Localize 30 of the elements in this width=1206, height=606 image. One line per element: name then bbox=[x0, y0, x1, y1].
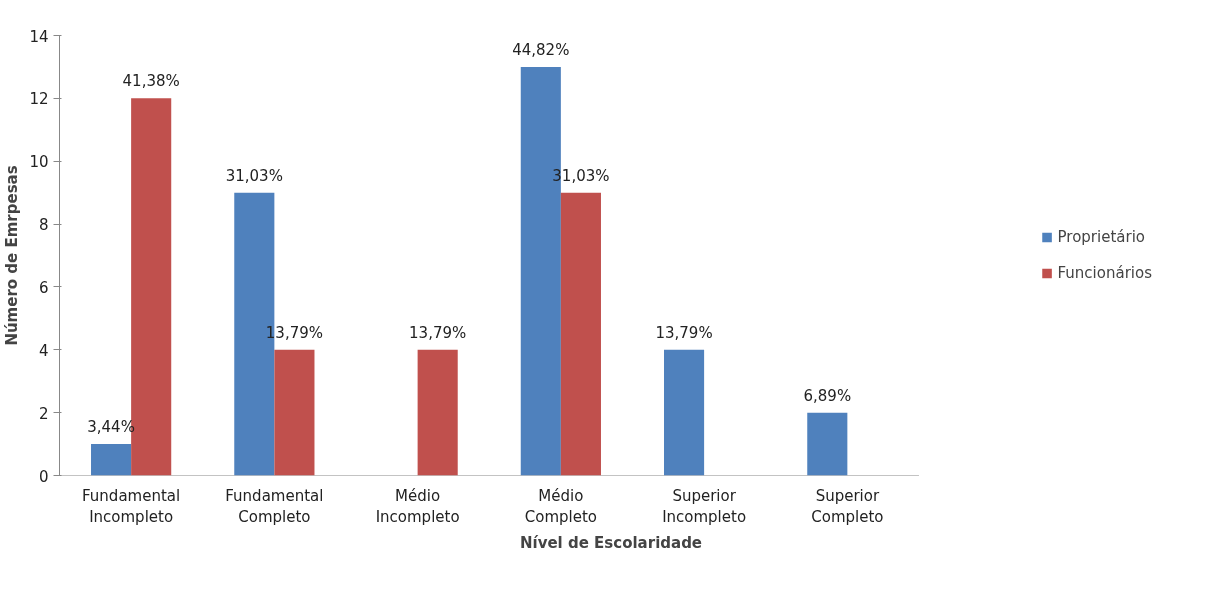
bar bbox=[274, 349, 315, 476]
x-tick-label: Fundamental Completo bbox=[225, 486, 324, 527]
y-tick-label: 10 bbox=[29, 153, 49, 172]
y-tick-label: 8 bbox=[38, 216, 49, 235]
annotation: 41,38% bbox=[122, 72, 180, 91]
y-tick-label: 4 bbox=[38, 341, 49, 360]
legend-label: Funcionários bbox=[1057, 264, 1152, 282]
x-tick-label: Médio Completo bbox=[524, 486, 597, 527]
x-tick-label: Médio Incompleto bbox=[375, 486, 460, 527]
x-tick-label: Fundamental Incompleto bbox=[82, 486, 181, 527]
y-tick-label: 0 bbox=[38, 467, 49, 486]
bar bbox=[91, 444, 132, 476]
y-tick-label: 2 bbox=[38, 404, 49, 423]
bar bbox=[417, 349, 458, 476]
x-tick-label: Superior Completo bbox=[811, 486, 884, 527]
annotation: 13,79% bbox=[409, 323, 467, 342]
y-tick-label: 14 bbox=[29, 27, 49, 46]
y-tick-label: 12 bbox=[29, 90, 49, 109]
annotation: 44,82% bbox=[512, 40, 570, 59]
bar bbox=[807, 412, 848, 476]
annotation: 6,89% bbox=[803, 386, 852, 405]
y-axis-title: Número de Emrpesas bbox=[3, 165, 22, 346]
annotation: 13,79% bbox=[655, 323, 713, 342]
x-tick-label: Superior Incompleto bbox=[662, 486, 747, 527]
legend-label: Proprietário bbox=[1057, 228, 1146, 246]
annotation: 31,03% bbox=[225, 166, 283, 185]
bar bbox=[664, 349, 705, 476]
y-tick-label: 6 bbox=[38, 278, 49, 297]
x-axis-title: Nível de Escolaridade bbox=[519, 534, 703, 553]
bar bbox=[560, 192, 601, 476]
